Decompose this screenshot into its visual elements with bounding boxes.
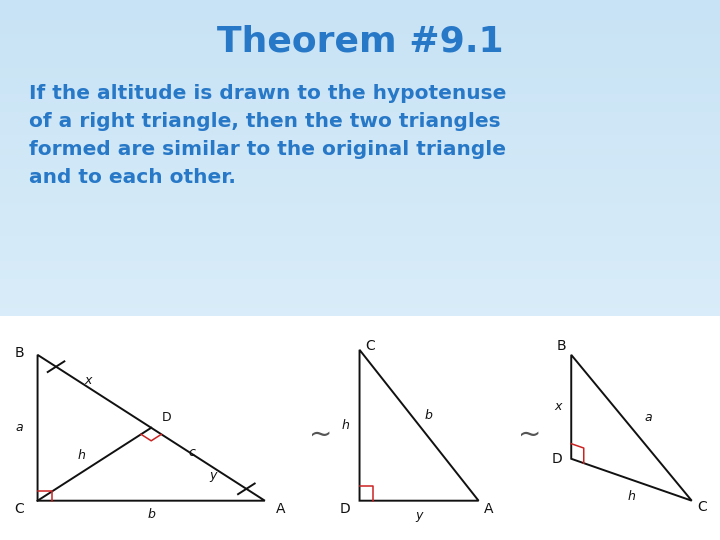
Text: D: D bbox=[340, 502, 351, 516]
Text: B: B bbox=[14, 346, 24, 360]
Text: C: C bbox=[697, 501, 707, 515]
FancyBboxPatch shape bbox=[0, 316, 720, 540]
Text: h: h bbox=[628, 490, 636, 503]
Text: C: C bbox=[14, 502, 24, 516]
Text: y: y bbox=[210, 469, 217, 482]
Text: ~: ~ bbox=[518, 421, 541, 449]
Text: A: A bbox=[484, 502, 493, 516]
Text: x: x bbox=[84, 374, 91, 387]
Text: ~: ~ bbox=[309, 421, 332, 449]
Text: a: a bbox=[644, 411, 652, 424]
Text: D: D bbox=[162, 411, 171, 424]
Text: c: c bbox=[189, 446, 196, 459]
Text: y: y bbox=[415, 509, 423, 522]
Text: Theorem #9.1: Theorem #9.1 bbox=[217, 24, 503, 58]
Text: b: b bbox=[148, 508, 155, 521]
Text: D: D bbox=[552, 452, 562, 466]
Text: b: b bbox=[425, 409, 433, 422]
Text: a: a bbox=[15, 421, 23, 434]
Text: B: B bbox=[557, 340, 566, 354]
Text: A: A bbox=[276, 502, 285, 516]
Text: x: x bbox=[554, 400, 562, 413]
Text: h: h bbox=[78, 449, 86, 462]
Text: h: h bbox=[341, 418, 349, 432]
Text: If the altitude is drawn to the hypotenuse
of a right triangle, then the two tri: If the altitude is drawn to the hypotenu… bbox=[29, 84, 506, 187]
Text: C: C bbox=[365, 340, 374, 354]
